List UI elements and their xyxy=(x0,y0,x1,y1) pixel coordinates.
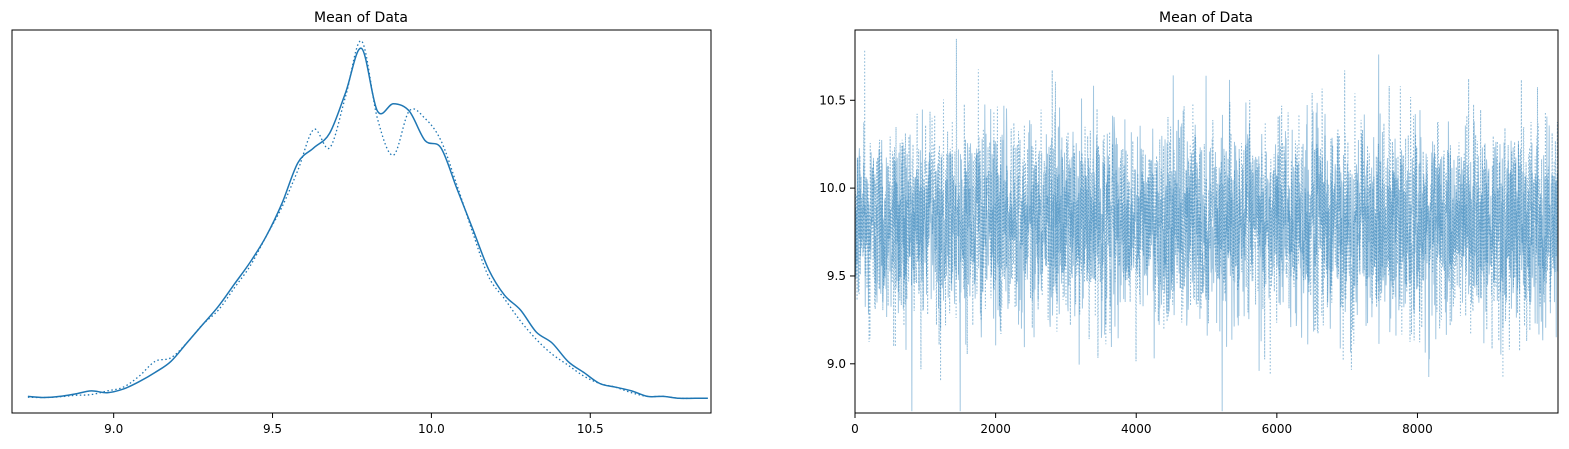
density-x-axis: 9.0 9.5 10.0 10.5 xyxy=(104,413,604,436)
trace-x-tick-label: 0 xyxy=(851,422,859,436)
trace-axes-frame xyxy=(854,29,1559,414)
trace-y-tick-label: 10.5 xyxy=(819,93,846,107)
trace-x-axis: 0 2000 4000 6000 8000 xyxy=(851,413,1433,436)
density-plot-area xyxy=(27,40,708,400)
density-x-tick-label: 10.5 xyxy=(577,422,604,436)
trace-y-tick-label: 9.0 xyxy=(827,357,846,371)
density-series-dotted xyxy=(27,40,708,400)
density-axes-frame xyxy=(11,29,712,414)
density-x-tick-label: 9.5 xyxy=(263,422,282,436)
density-series-solid xyxy=(27,47,708,400)
density-title: Mean of Data xyxy=(314,10,408,26)
trace-x-tick-label: 8000 xyxy=(1402,422,1433,436)
density-panel: Mean of Data 9.0 9.5 10.0 10.5 xyxy=(11,10,712,436)
trace-series-dotted xyxy=(855,38,1558,381)
trace-y-axis: 9.0 9.5 10.0 10.5 xyxy=(819,93,855,371)
density-x-tick-label: 9.0 xyxy=(104,422,123,436)
trace-title: Mean of Data xyxy=(1159,10,1253,26)
trace-x-tick-label: 2000 xyxy=(980,422,1011,436)
trace-y-tick-label: 9.5 xyxy=(827,269,846,283)
trace-y-tick-label: 10.0 xyxy=(819,181,846,195)
density-x-tick-label: 10.0 xyxy=(418,422,445,436)
trace-plot-area xyxy=(855,38,1558,412)
trace-panel: Mean of Data 0 2000 4000 6000 8000 9.0 9.5 10.… xyxy=(819,10,1559,436)
trace-x-tick-label: 4000 xyxy=(1121,422,1152,436)
trace-x-tick-label: 6000 xyxy=(1262,422,1293,436)
